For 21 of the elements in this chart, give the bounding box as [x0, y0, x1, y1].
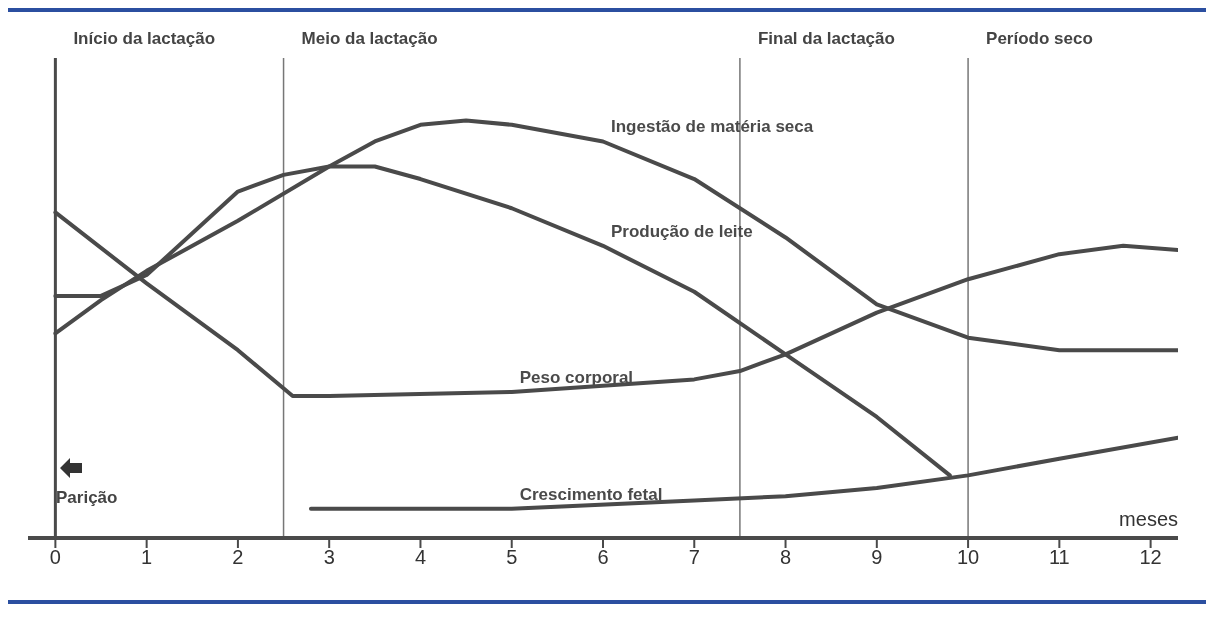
ref-line-label: Início da lactação: [73, 29, 216, 48]
x-tick-label: 4: [414, 546, 427, 569]
ref-line-label: Final da lactação: [757, 29, 895, 48]
x-tick-label: 3: [323, 546, 335, 569]
x-tick-label: 9: [871, 546, 883, 569]
series-label: Crescimento fetal: [519, 484, 663, 504]
x-tick-label: 7: [688, 546, 700, 569]
ref-line-label: Meio da lactação: [301, 29, 438, 48]
series-label: Peso corporal: [519, 367, 634, 387]
x-tick-label: 11: [1048, 546, 1070, 569]
x-tick-label: 6: [597, 546, 609, 569]
x-axis-title: meses: [1119, 508, 1178, 530]
ref-line-label: Período seco: [986, 29, 1093, 48]
x-tick-label: 5: [506, 546, 518, 569]
x-tick-label: 1: [141, 546, 153, 569]
x-tick-label: 10: [956, 546, 980, 569]
annotation: Parição: [56, 488, 118, 508]
x-tick-label: 12: [1139, 546, 1162, 569]
x-tick-label: 0: [49, 546, 61, 569]
x-tick-label: 2: [232, 546, 244, 569]
x-tick-label: 8: [779, 546, 792, 569]
